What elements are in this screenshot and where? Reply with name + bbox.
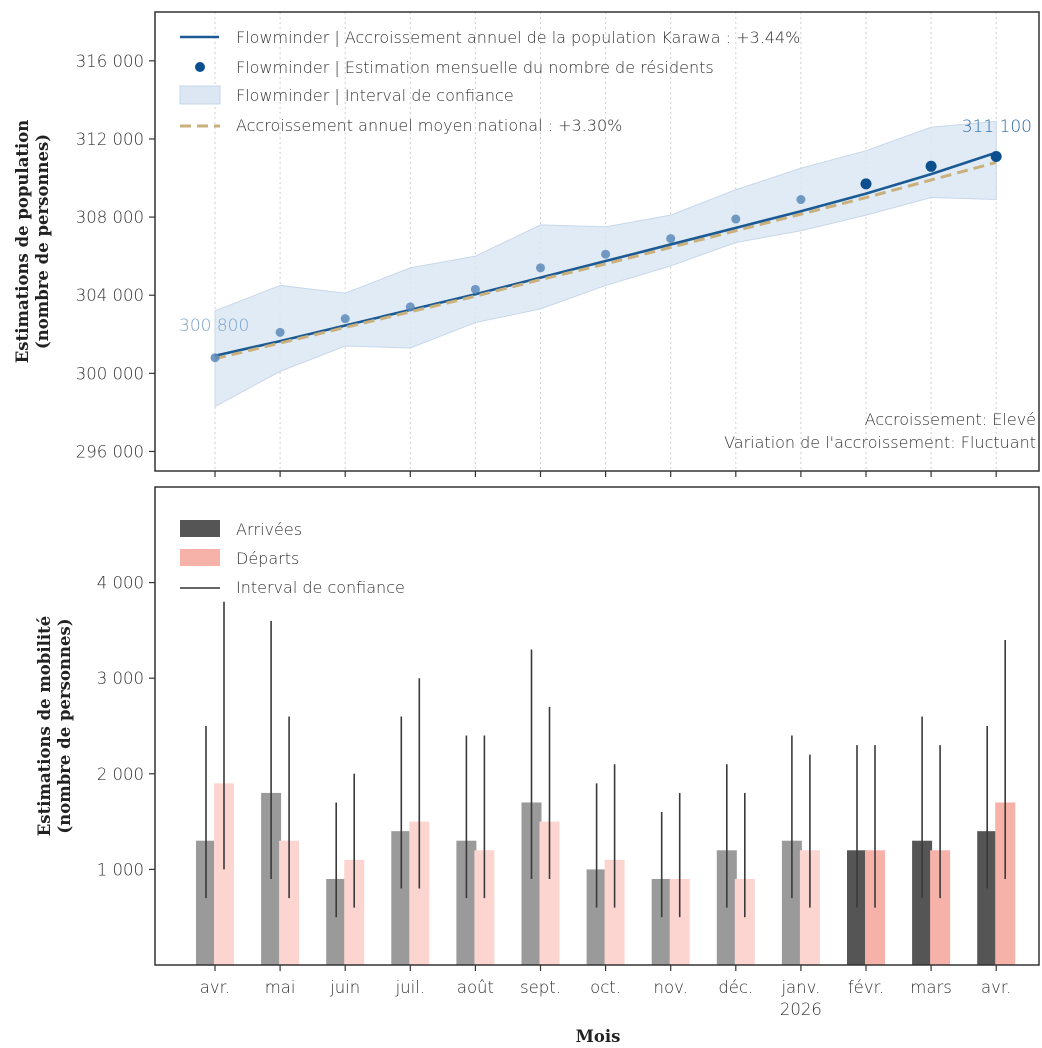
variation-annotation: Variation de l'accroissement: Fluctuant <box>724 433 1036 452</box>
month-label: sept. <box>520 978 561 997</box>
plot-frame <box>154 486 1040 966</box>
x-axis-label: Mois <box>576 1027 621 1046</box>
arrivals-bar <box>651 878 672 965</box>
departures-bar <box>539 821 560 965</box>
growth-annotation: Accroissement: Elevé <box>865 410 1036 429</box>
y-tick-label: 308 000 <box>76 208 144 227</box>
population-point <box>275 327 285 337</box>
y-tick-label: 304 000 <box>76 286 144 305</box>
start-value-label: 300 800 <box>179 316 249 336</box>
population-point <box>340 314 350 324</box>
departures-bar <box>474 850 495 965</box>
departures-bar <box>930 850 951 965</box>
y-tick-label: 3 000 <box>97 669 144 688</box>
legend-arrivals-swatch <box>180 520 220 537</box>
legend-trend-label: Flowminder | Accroissement annuel de la … <box>236 28 800 47</box>
month-label: avr. <box>981 978 1011 997</box>
y-axis-label-top: Estimations de population(nombre de pers… <box>13 120 52 364</box>
departures-bar <box>344 859 365 965</box>
legend-points-label: Flowminder | Estimation mensuelle du nom… <box>236 58 714 77</box>
arrivals-bar <box>326 878 347 965</box>
end-value-label: 311 100 <box>962 117 1032 137</box>
month-label: mai <box>265 978 296 997</box>
national-trend-line <box>214 160 997 361</box>
legend-national-label: Accroissement annuel moyen national : +3… <box>236 116 622 135</box>
y-tick-label: 1 000 <box>97 860 144 879</box>
month-label: juin <box>329 978 360 997</box>
population-trend-line <box>214 151 997 358</box>
month-label: mars <box>910 978 952 997</box>
population-legend: Flowminder | Accroissement annuel de la … <box>179 28 800 135</box>
y-tick-label: 2 000 <box>97 765 144 784</box>
departures-bar <box>409 821 430 965</box>
month-label: juil. <box>395 978 425 997</box>
arrivals-bar <box>196 840 216 965</box>
population-point <box>860 178 872 190</box>
population-point <box>990 151 1002 163</box>
arrivals-bar <box>781 840 802 965</box>
month-label: oct. <box>590 978 621 997</box>
plot-frame <box>154 11 1040 472</box>
population-point <box>925 160 937 172</box>
arrivals-bar <box>586 869 607 965</box>
arrivals-bar <box>977 831 998 965</box>
population-point <box>601 249 611 259</box>
arrivals-bar <box>456 840 477 965</box>
legend-arrivals-label: Arrivées <box>236 520 302 539</box>
month-axis: avr. mai juin juil. août sept. oct. nov. déc. jan… <box>200 978 1012 1019</box>
legend-band-swatch <box>179 85 221 105</box>
legend-band-label: Flowminder | Interval de confiance <box>236 86 514 105</box>
year-label: 2026 <box>780 1000 822 1019</box>
population-point <box>666 234 676 244</box>
mobility-legend: Arrivées Départs Interval de confiance <box>180 520 405 597</box>
y-tick-label: 312 000 <box>76 130 144 149</box>
month-label: déc. <box>718 978 753 997</box>
mobility-chart: 1 000 2 000 3 000 4 000 Estimations de mobil… <box>35 486 1040 971</box>
population-point <box>470 284 480 294</box>
y-axis-label-line: (nombre de personnes) <box>33 134 52 349</box>
legend-departures-label: Départs <box>236 549 299 568</box>
population-point <box>405 302 415 312</box>
legend-ci-label: Interval de confiance <box>236 578 405 597</box>
arrivals-bar <box>912 840 933 965</box>
departures-bar <box>604 859 625 965</box>
arrivals-bar <box>521 802 542 965</box>
departures-bar <box>734 878 755 965</box>
population-point <box>210 353 220 363</box>
arrivals-bar <box>391 831 412 965</box>
y-axis-label-line: Estimations de population <box>13 120 32 364</box>
y-axis-label-line: (nombre de personnes) <box>55 618 74 833</box>
population-point <box>796 195 806 205</box>
legend-departures-swatch <box>180 549 220 566</box>
population-chart: 300 800 311 100 Accroissement: Elevé Variat… <box>13 11 1040 477</box>
population-point <box>536 263 545 273</box>
month-label: août <box>457 978 494 997</box>
month-label: avr. <box>200 978 230 997</box>
month-label: nov. <box>654 978 688 997</box>
y-tick-label: 316 000 <box>76 52 144 71</box>
departures-bar <box>279 840 300 965</box>
departures-bar <box>669 878 690 965</box>
legend-points-swatch <box>195 62 205 72</box>
y-tick-label: 300 000 <box>76 364 144 383</box>
population-point <box>731 214 741 224</box>
y-tick-label: 296 000 <box>76 442 144 461</box>
departures-bar <box>214 783 234 965</box>
y-axis-label-bottom: Estimations de mobilité(nombre de person… <box>35 616 74 837</box>
y-tick-label: 4 000 <box>97 574 144 593</box>
y-axis-label-line: Estimations de mobilité <box>35 616 54 837</box>
month-label: janv. <box>780 978 820 997</box>
departures-bar <box>995 802 1016 965</box>
month-label: févr. <box>848 978 884 997</box>
